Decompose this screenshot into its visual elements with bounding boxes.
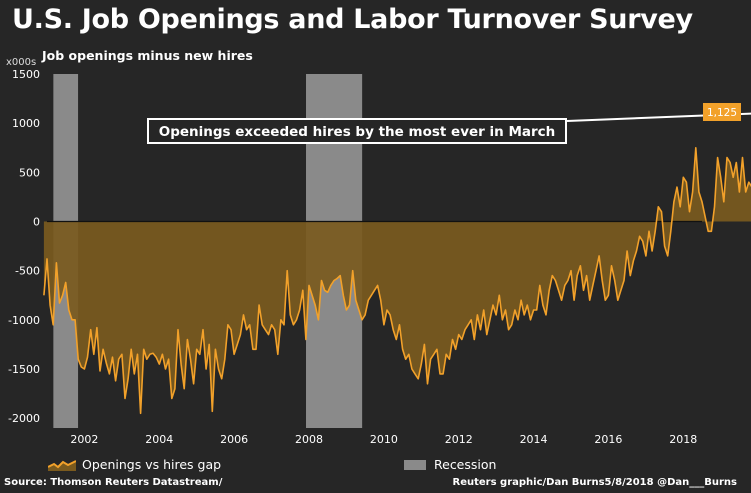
y-tick-label: -1000 [8,314,40,327]
y-tick-label: 1000 [12,117,40,130]
x-tick-label: 2016 [594,433,622,446]
legend-recession-swatch [404,459,426,470]
y-axis-unit-label: x000s [6,57,37,68]
page-title: U.S. Job Openings and Labor Turnover Sur… [12,4,693,35]
annotation-box [149,120,565,142]
y-tick-label: 500 [19,166,40,179]
x-tick-label: 2008 [295,433,323,446]
annotation-text: Openings exceeded hires by the most ever… [159,124,556,140]
gap-area [43,147,751,414]
legend-label-gap: Openings vs hires gap [82,457,222,472]
y-axis: 1500 1000 500 0 -500 -1000 -1500 -2000 [8,68,40,425]
annotation-leader-line [566,112,751,122]
x-axis: 2002 2004 2006 2008 2010 2012 2014 2016 2018 [70,433,697,446]
x-tick-label: 2014 [520,433,548,446]
y-tick-label: -1500 [8,363,40,376]
y-tick-label: -2000 [8,412,40,425]
last-value-label: 1,125 [707,107,737,119]
x-tick-label: 2012 [445,433,473,446]
x-tick-label: 2004 [145,433,173,446]
y-tick-label: 0 [33,216,40,229]
annotations: Openings exceeded hires by the most ever… [147,103,751,144]
gap-line [43,147,751,415]
y-tick-label: 1500 [12,68,40,81]
gap-series-line [43,147,751,415]
chart-subtitle: Job openings minus new hires [42,48,253,63]
x-tick-label: 2002 [70,433,98,446]
y-tick-label: -500 [15,265,40,278]
x-tick-label: 2010 [370,433,398,446]
legend-line-swatch [48,459,76,471]
source-note: Source: Thomson Reuters Datastream/ [4,477,223,488]
gap-area-fill [43,147,751,414]
legend-item-gap: Openings vs hires gap [48,457,221,472]
x-tick-label: 2018 [669,433,697,446]
x-tick-label: 2006 [220,433,248,446]
legend-label-recession: Recession [434,457,497,472]
last-value-badge [703,103,741,121]
legend-item-recession: Recession [404,457,496,472]
credit-note: Reuters graphic/Dan Burns5/8/2018 @Dan__… [452,477,738,488]
